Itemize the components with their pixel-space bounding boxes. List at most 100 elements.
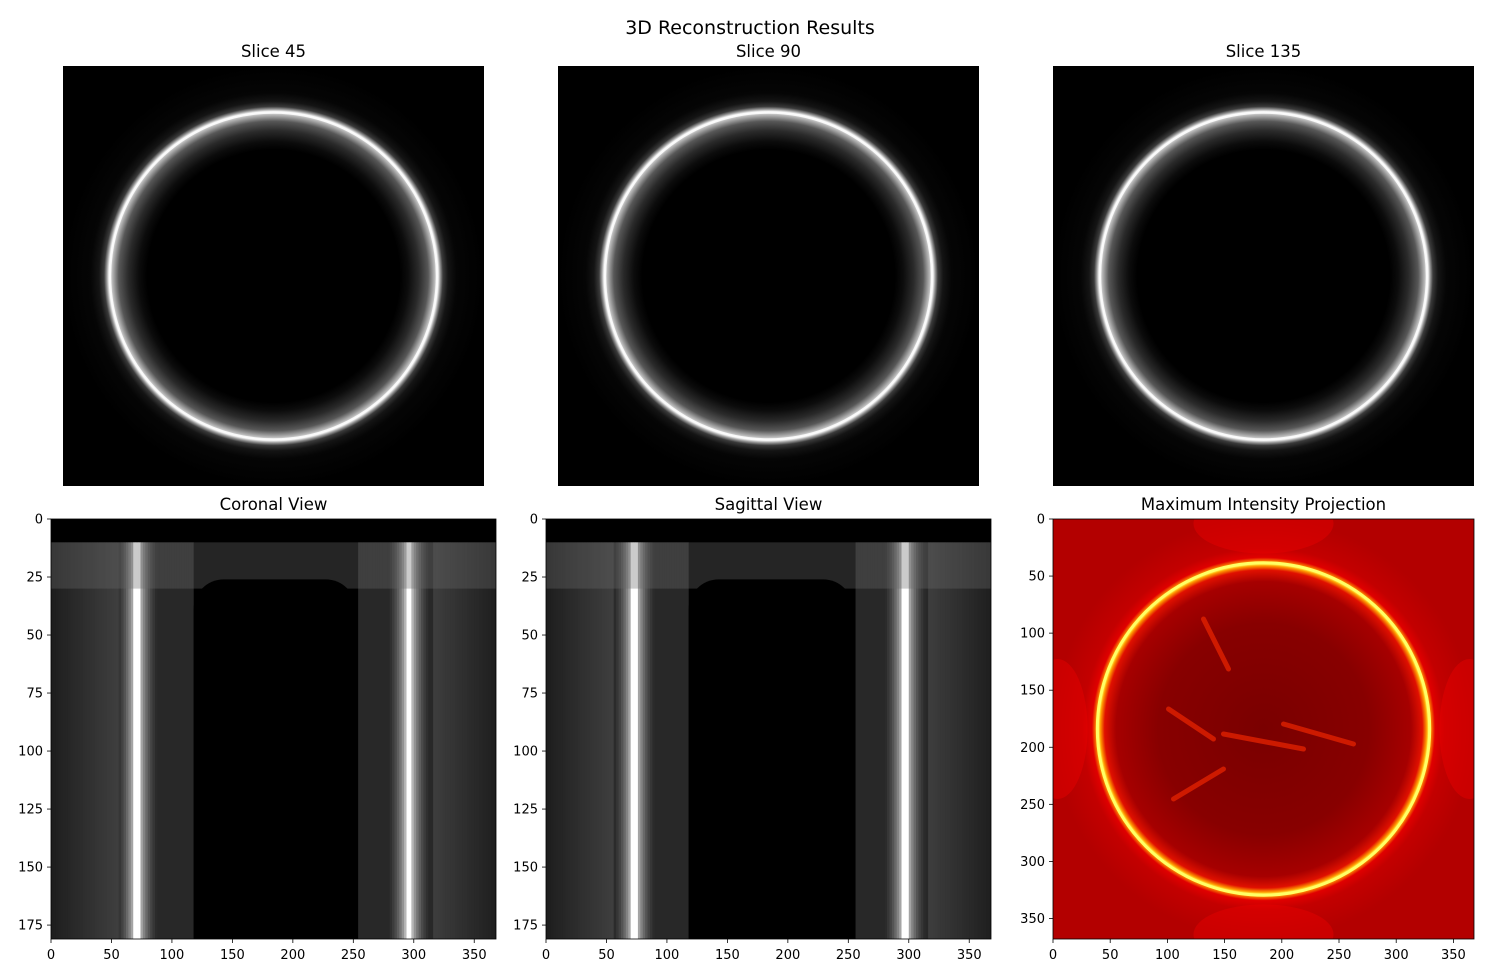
intensity-column	[116, 542, 120, 939]
intensity-column	[474, 542, 478, 939]
intensity-column	[947, 542, 951, 939]
intensity-column	[666, 542, 670, 939]
x-tick-label: 100	[655, 948, 680, 963]
intensity-column	[60, 542, 64, 939]
intensity-column	[462, 542, 465, 939]
heatmap-image	[546, 519, 991, 939]
intensity-column	[491, 542, 494, 939]
intensity-column	[560, 542, 564, 939]
intensity-column	[63, 542, 66, 939]
interior-streak	[1281, 721, 1356, 747]
intensity-column	[857, 542, 861, 939]
x-tick-label: 200	[775, 948, 800, 963]
intensity-column	[879, 542, 883, 939]
intensity-column	[476, 542, 480, 939]
intensity-column	[94, 542, 98, 939]
intensity-column	[577, 542, 581, 939]
intensity-column	[159, 542, 163, 939]
intensity-column	[971, 542, 975, 939]
intensity-column	[882, 542, 885, 939]
intensity-column	[464, 542, 468, 939]
intensity-column	[375, 542, 378, 939]
intensity-column	[872, 542, 876, 939]
intensity-column	[671, 542, 675, 939]
intensity-column	[459, 542, 463, 939]
intensity-column	[128, 542, 132, 939]
intensity-column	[445, 542, 449, 939]
intensity-column	[372, 542, 376, 939]
intensity-column	[964, 542, 968, 939]
intensity-column	[649, 542, 653, 939]
intensity-column	[104, 542, 108, 939]
y-tick-label: 150	[1020, 684, 1045, 699]
intensity-column	[379, 542, 383, 939]
intensity-column	[169, 542, 173, 939]
intensity-column	[562, 542, 566, 939]
intensity-column	[604, 542, 607, 939]
intensity-column	[647, 542, 651, 939]
outer-flare	[1193, 519, 1334, 554]
ring-intensity	[1053, 66, 1474, 486]
heatmap-image	[51, 519, 499, 939]
intensity-column	[399, 542, 403, 939]
panel-5: Sagittal View 0 50 100 150 200 250 300 350 0 25 50 7…	[513, 495, 992, 963]
intensity-column	[589, 542, 593, 939]
intensity-column	[442, 542, 446, 939]
figure-title: 3D Reconstruction Results	[625, 17, 875, 39]
x-tick-label: 100	[160, 948, 185, 963]
x-tick-label: 250	[1327, 948, 1352, 963]
y-tick-label: 100	[18, 745, 43, 760]
interior-streak	[1221, 731, 1306, 752]
intensity-column	[496, 542, 499, 939]
x-tick-label: 50	[103, 948, 120, 963]
y-tick-label: 175	[18, 919, 43, 934]
intensity-column	[579, 542, 583, 939]
x-tick-label: 250	[836, 948, 861, 963]
panel-1: Slice 45	[63, 42, 484, 486]
intensity-column	[125, 542, 129, 939]
intensity-column	[130, 542, 134, 939]
intensity-column	[447, 542, 451, 939]
intensity-column	[674, 542, 677, 939]
intensity-column	[976, 542, 980, 939]
intensity-column	[184, 542, 187, 939]
intensity-column	[611, 542, 615, 939]
ring-intensity	[558, 66, 979, 486]
ring-bright-edge	[1095, 561, 1432, 897]
x-tick-label: 300	[1384, 948, 1409, 963]
x-tick-label: 350	[1441, 948, 1466, 963]
intensity-column	[855, 542, 859, 939]
intensity-column	[67, 542, 71, 939]
intensity-column	[392, 542, 395, 939]
intensity-column	[483, 542, 487, 939]
intensity-column	[606, 542, 610, 939]
intensity-column	[659, 542, 663, 939]
intensity-column	[106, 542, 110, 939]
intensity-column	[111, 542, 115, 939]
intensity-column	[601, 542, 605, 939]
intensity-column	[181, 542, 185, 939]
interior-dark-region	[688, 579, 854, 939]
y-tick-label: 25	[521, 571, 538, 586]
intensity-column	[642, 542, 646, 939]
y-tick-label: 50	[521, 629, 538, 644]
intensity-column	[901, 542, 905, 939]
axes-frame	[1052, 518, 1475, 940]
intensity-column	[618, 542, 622, 939]
intensity-column	[570, 542, 574, 939]
intensity-column	[433, 542, 436, 939]
x-tick-label: 100	[1155, 948, 1180, 963]
y-tick-label: 100	[513, 745, 538, 760]
intensity-column	[620, 542, 624, 939]
x-tick-label: 350	[957, 948, 982, 963]
intensity-column	[961, 542, 965, 939]
intensity-column	[925, 542, 929, 939]
y-tick-label: 0	[1037, 513, 1045, 528]
x-tick-label: 350	[462, 948, 487, 963]
intensity-column	[558, 542, 561, 939]
intensity-column	[421, 542, 424, 939]
intensity-column	[401, 542, 405, 939]
intensity-column	[488, 542, 492, 939]
y-tick-label: 25	[26, 571, 43, 586]
x-tick-label: 0	[1049, 948, 1057, 963]
